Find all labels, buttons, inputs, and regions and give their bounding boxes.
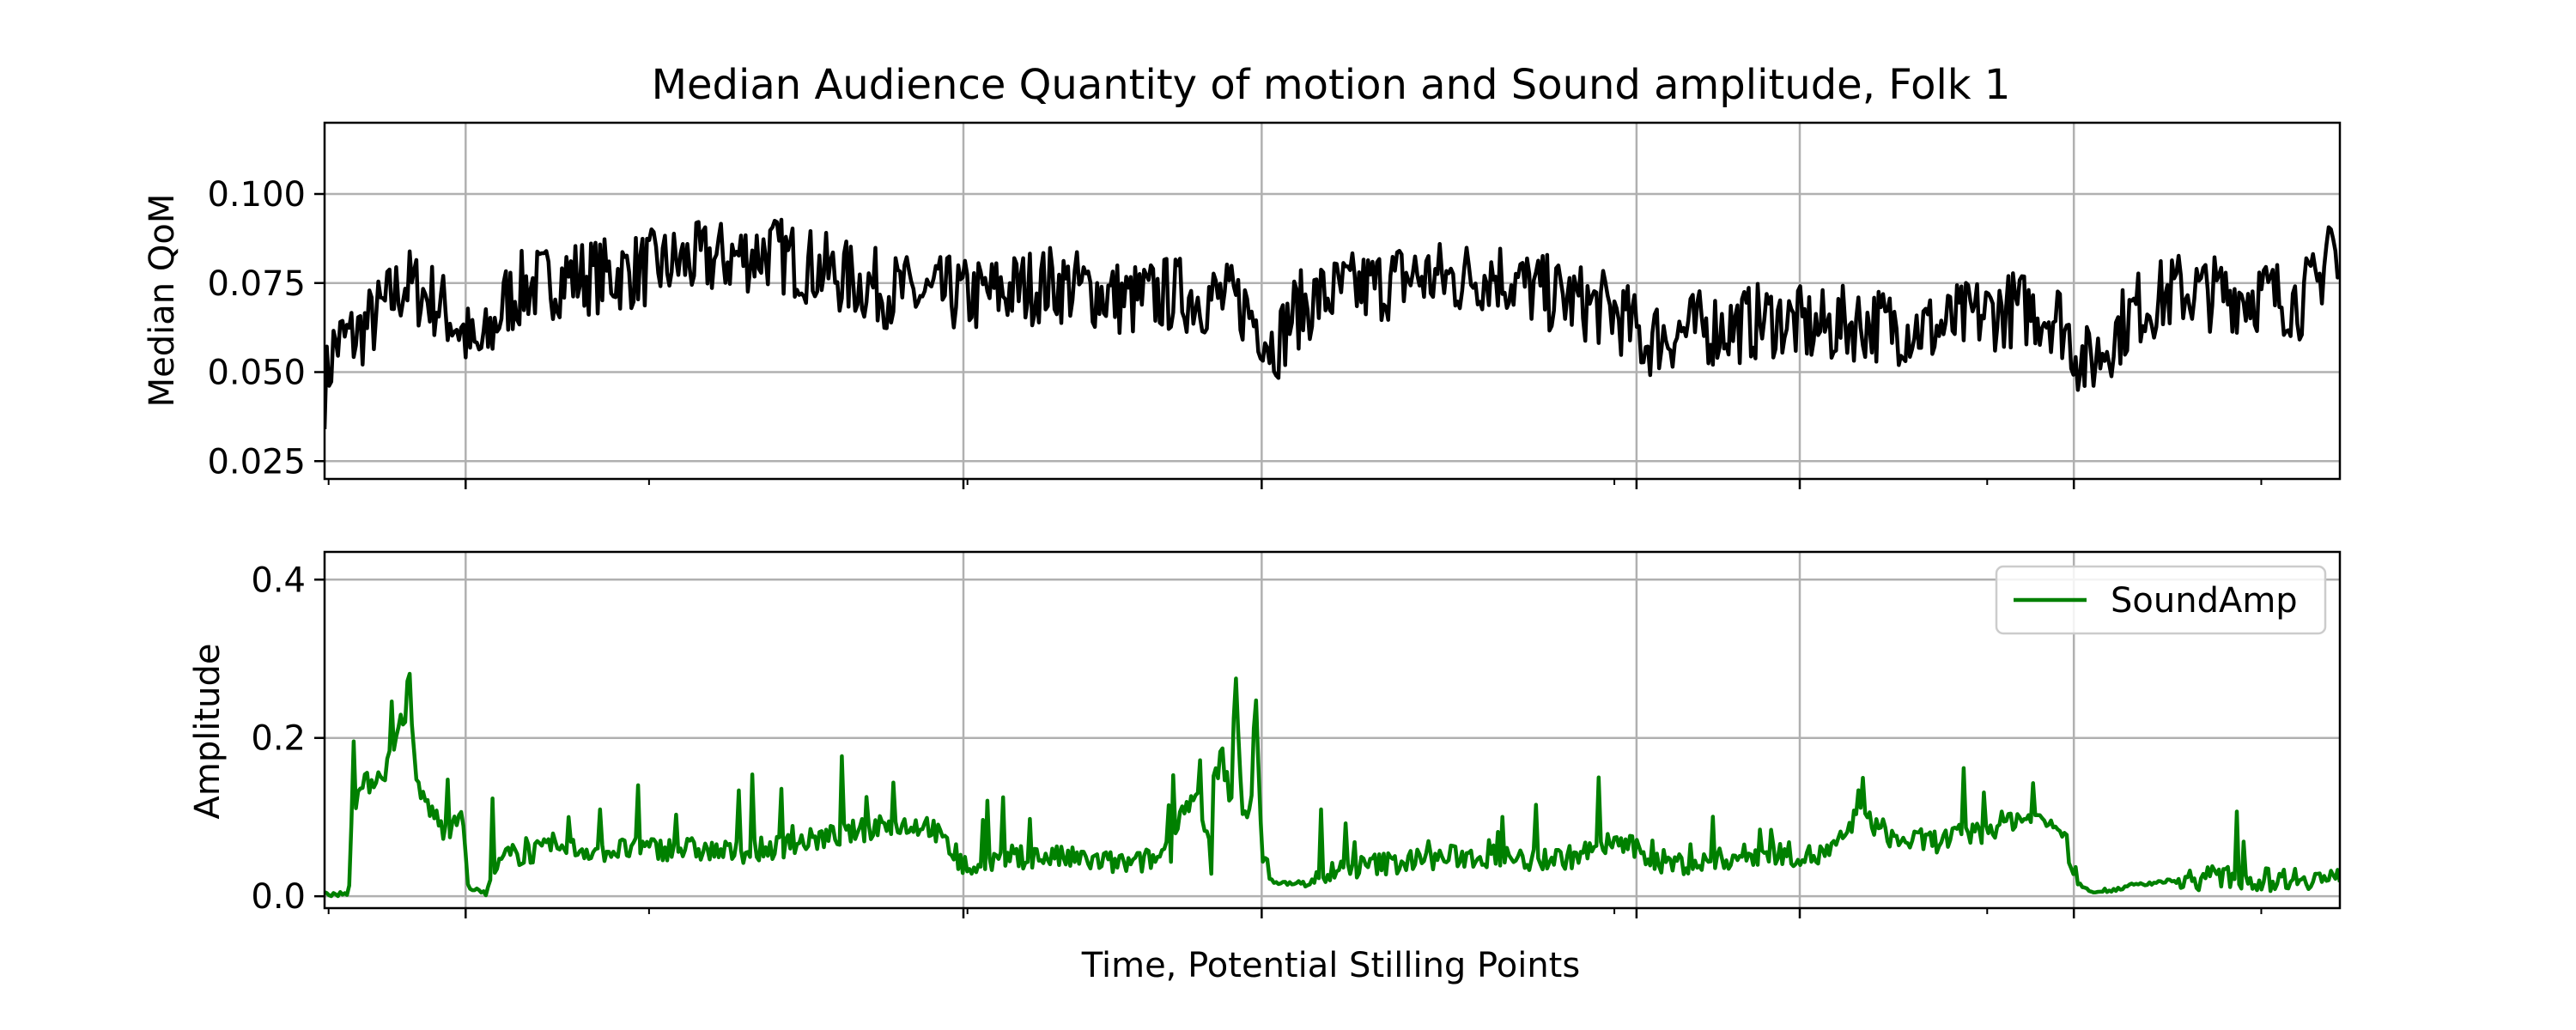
- legend: SoundAmp: [1995, 565, 2327, 635]
- sound-x-ticks: [327, 908, 2263, 918]
- sound-series-line: [325, 671, 2340, 899]
- sound-ytick-label: 0.4: [251, 560, 306, 600]
- figure-title: Median Audience Quantity of motion and S…: [652, 61, 2011, 109]
- sound-series: [325, 671, 2340, 899]
- sound-ytick-label: 0.0: [251, 877, 306, 917]
- qom-panel: 0.025 0.050 0.075 0.100 Median QoM: [143, 121, 2342, 489]
- x-axis-label: Time, Potential Stilling Points: [1081, 946, 1580, 985]
- qom-series: [325, 217, 2340, 429]
- sound-y-ticks: 0.0 0.2 0.4: [251, 560, 325, 917]
- sound-panel: 0.0 0.2 0.4 Amplitude SoundAmp: [188, 550, 2342, 918]
- sound-ytick-label: 0.2: [251, 719, 306, 759]
- qom-x-ticks: [327, 479, 2263, 489]
- qom-ytick-label: 0.050: [207, 354, 306, 393]
- qom-axes-frame: [323, 121, 2342, 481]
- legend-label-soundamp: SoundAmp: [2111, 581, 2298, 621]
- qom-series-line: [325, 217, 2340, 429]
- qom-ytick-label: 0.075: [207, 264, 306, 304]
- qom-y-axis-label: Median QoM: [143, 194, 182, 408]
- legend-box: [1995, 565, 2327, 635]
- sound-axes-frame: [323, 550, 2342, 910]
- qom-ytick-label: 0.100: [207, 175, 306, 215]
- qom-ytick-label: 0.025: [207, 442, 306, 482]
- sound-y-axis-label: Amplitude: [188, 644, 228, 820]
- qom-y-ticks: 0.025 0.050 0.075 0.100: [207, 175, 325, 482]
